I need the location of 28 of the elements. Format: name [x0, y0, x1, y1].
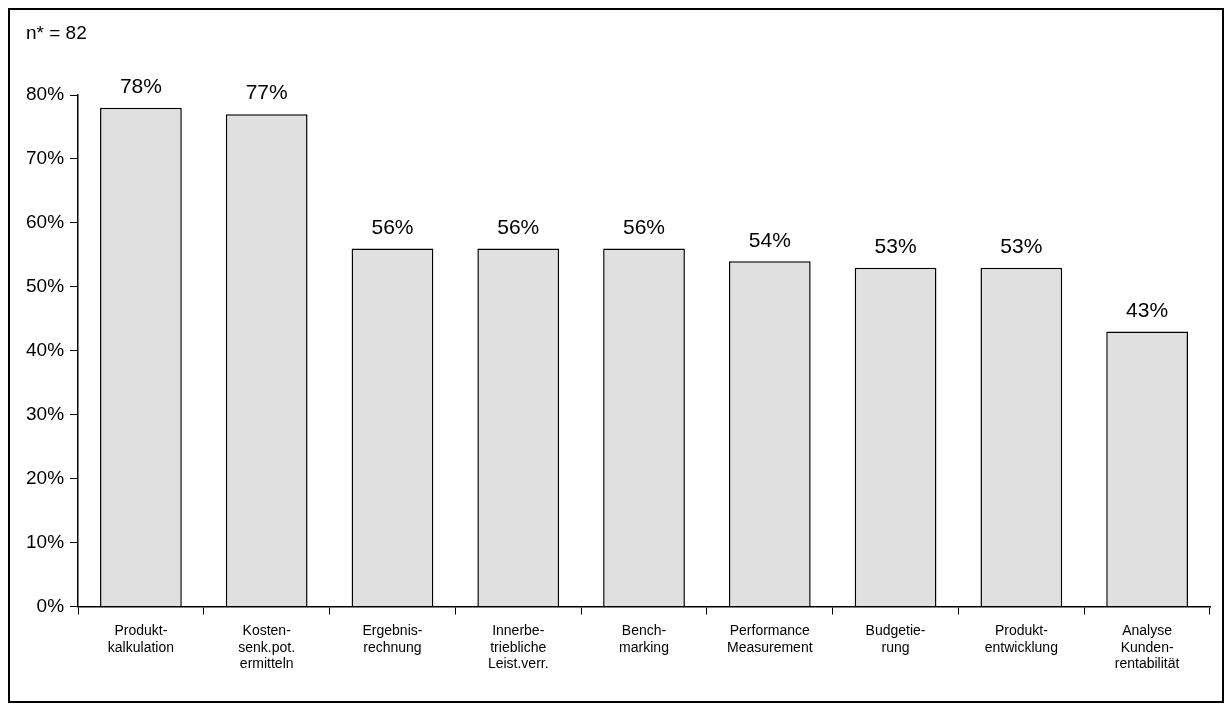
text: n* = 82	[26, 21, 87, 43]
data-label: 56%	[497, 214, 540, 238]
data-label: 78%	[119, 74, 162, 98]
x-tick-label: Kosten- senk.pot. ermitteln	[238, 621, 296, 672]
data-label: 54%	[748, 227, 791, 251]
data-label: 56%	[371, 214, 414, 238]
y-tick-label: 40%	[26, 339, 65, 361]
x-tick-label: Produkt- kalkulation	[107, 621, 174, 655]
y-tick-label: 10%	[26, 530, 65, 552]
x-tick-label: Performance Measurement	[726, 621, 813, 655]
data-label: 77%	[245, 80, 288, 104]
y-tick-label: 20%	[26, 466, 65, 488]
x-tick-label: Ergebnis- rechnung	[362, 621, 423, 655]
y-tick-label: 50%	[26, 275, 65, 297]
x-tick-label: Budgetie- rung	[865, 621, 926, 655]
y-tick-label: 30%	[26, 402, 65, 424]
data-label: 43%	[1126, 297, 1169, 321]
x-tick-label: Innerbe- triebliche Leist.verr.	[487, 621, 549, 672]
data-label: 53%	[874, 233, 917, 257]
y-tick-label: 80%	[26, 83, 65, 105]
x-tick-label: Produkt- entwicklung	[984, 621, 1058, 655]
x-tick-label: Analyse Kunden- rentabilität	[1114, 621, 1180, 672]
data-label: 53%	[1000, 233, 1043, 257]
data-label: 56%	[623, 214, 666, 238]
y-tick-label: 70%	[26, 147, 65, 169]
y-tick-label: 0%	[36, 594, 65, 616]
x-tick-label: Bench- marking	[619, 621, 669, 655]
y-tick-label: 60%	[26, 211, 65, 233]
